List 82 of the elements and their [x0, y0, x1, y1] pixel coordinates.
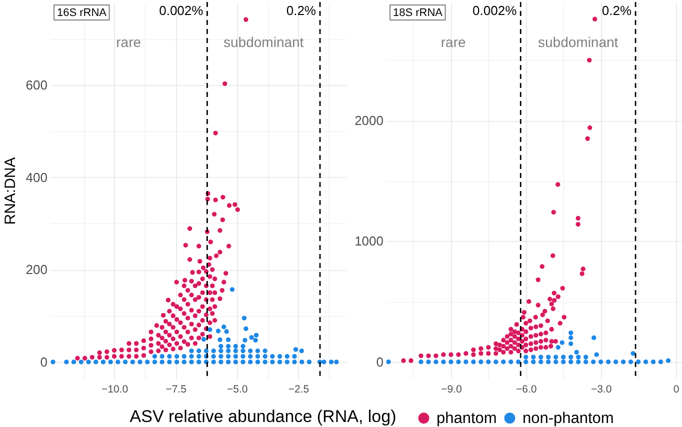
- point: [464, 360, 468, 364]
- point: [606, 360, 611, 364]
- point: [494, 360, 498, 364]
- point: [590, 360, 596, 364]
- point: [594, 352, 599, 357]
- y-tick-label: 1000: [354, 234, 384, 249]
- point: [650, 360, 656, 364]
- point: [568, 341, 574, 346]
- point: [568, 360, 574, 364]
- point: [636, 360, 641, 364]
- x-tick-label: −5.0: [227, 384, 248, 396]
- x-tick-label: −2.5: [288, 384, 310, 396]
- point: [576, 354, 581, 360]
- point: [441, 360, 446, 364]
- point: [426, 360, 431, 364]
- legend-label: non-phantom: [522, 410, 614, 427]
- point: [554, 360, 558, 364]
- x-tick-label: −7.5: [166, 384, 187, 396]
- y-axis-title: RNA:DNA: [2, 157, 19, 225]
- point: [531, 360, 536, 364]
- annotation: 0.002%: [159, 3, 204, 18]
- y-tick-label: 0: [376, 354, 384, 370]
- annotation: 0.2%: [602, 3, 632, 18]
- point: [418, 360, 424, 364]
- point: [574, 350, 579, 355]
- point: [598, 360, 604, 364]
- point: [538, 360, 544, 364]
- annotation: rare: [116, 34, 142, 50]
- point: [630, 351, 636, 356]
- chart-title: 16S rRNA: [57, 7, 108, 19]
- point: [666, 358, 671, 363]
- point: [561, 354, 566, 360]
- point: [620, 360, 626, 364]
- point: [643, 360, 648, 364]
- point: [546, 360, 551, 364]
- x-tick-label: 0: [673, 384, 680, 396]
- point: [538, 354, 544, 360]
- point: [524, 354, 528, 360]
- point: [546, 354, 551, 360]
- x-tick-label: −10.0: [101, 384, 128, 396]
- legend-label: phantom: [436, 410, 497, 427]
- point: [613, 360, 618, 364]
- point: [531, 354, 536, 360]
- point: [478, 360, 484, 364]
- annotation: 0.002%: [472, 3, 518, 18]
- point: [471, 360, 476, 364]
- point: [583, 360, 588, 364]
- chart-title: 18S rRNA: [393, 7, 444, 19]
- point: [628, 360, 634, 364]
- x-tick-label: −6.0: [516, 384, 537, 396]
- y-tick-label: 400: [26, 170, 48, 185]
- point: [568, 354, 574, 360]
- x-tick-label: −9.0: [441, 384, 462, 396]
- point: [568, 330, 574, 336]
- point: [386, 360, 391, 364]
- point: [516, 360, 521, 364]
- point: [434, 360, 438, 364]
- x-axis-title: ASV relative abundance (RNA, log): [130, 407, 396, 426]
- point: [591, 335, 596, 340]
- y-tick-label: 200: [26, 262, 48, 278]
- point: [508, 360, 514, 364]
- point: [524, 360, 528, 364]
- point: [456, 360, 461, 364]
- point: [561, 360, 566, 364]
- annotation: rare: [440, 34, 466, 50]
- y-tick-label: 0: [40, 354, 48, 370]
- point: [576, 360, 581, 364]
- point: [568, 335, 574, 340]
- annotation: 0.2%: [286, 3, 316, 18]
- annotation: subdominant: [224, 34, 304, 50]
- x-tick-label: −3.0: [590, 384, 612, 396]
- point: [658, 360, 664, 364]
- point: [501, 360, 506, 364]
- annotation: subdominant: [538, 34, 618, 50]
- point: [560, 340, 564, 345]
- point: [583, 354, 588, 360]
- y-tick-label: 2000: [354, 113, 384, 128]
- point: [448, 360, 454, 364]
- point: [556, 345, 560, 350]
- y-tick-label: 600: [26, 78, 48, 93]
- point: [486, 360, 491, 364]
- point: [554, 354, 558, 360]
